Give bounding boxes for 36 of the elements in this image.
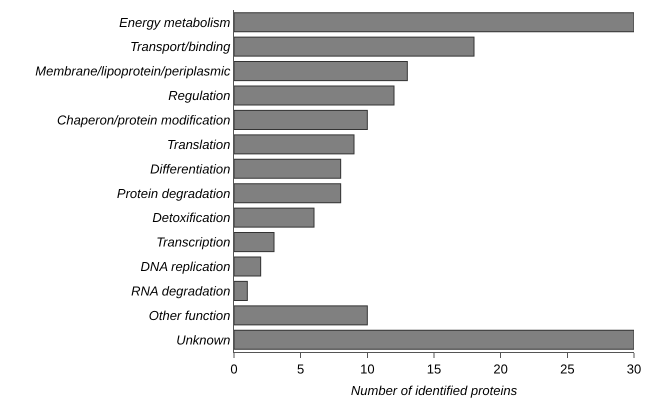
y-tick-label: Other function <box>148 308 230 323</box>
x-tick-label: 20 <box>493 362 508 377</box>
x-tick-label: 5 <box>297 362 304 377</box>
y-tick-label: Translation <box>167 136 230 152</box>
bar <box>234 183 342 204</box>
bar <box>234 330 634 350</box>
y-tick-label: Regulation <box>168 88 230 104</box>
bar <box>234 12 634 32</box>
bar <box>234 36 474 57</box>
bar <box>234 280 248 301</box>
x-tick-label: 0 <box>230 362 238 377</box>
y-tick-label: Membrane/lipoprotein/periplasmic <box>35 64 231 79</box>
bar <box>234 208 314 228</box>
y-tick-label: Protein degradation <box>116 186 230 201</box>
x-axis-title: Number of identified proteins <box>350 383 518 398</box>
y-tick-label: DNA replication <box>140 259 230 274</box>
y-tick-label: Detoxification <box>152 210 230 226</box>
y-tick-label: RNA degradation <box>131 283 230 298</box>
bar <box>234 305 368 326</box>
x-tick-label: 15 <box>426 362 442 377</box>
x-tick-label: 30 <box>626 362 642 377</box>
bar <box>234 256 262 277</box>
y-tick-label: Differentiation <box>150 161 230 176</box>
x-tick-label: 10 <box>360 362 375 377</box>
y-tick-label: Transcription <box>156 234 230 250</box>
y-tick-label: Chaperon/protein modification <box>56 112 230 128</box>
x-tick-label: 25 <box>560 362 575 377</box>
bar <box>234 134 354 154</box>
bar <box>234 232 274 252</box>
bar <box>234 85 394 106</box>
bar <box>234 61 408 82</box>
bar <box>234 110 368 130</box>
y-tick-label: Unknown <box>176 332 230 348</box>
y-tick-label: Energy metabolism <box>119 14 231 30</box>
bar <box>234 158 342 179</box>
y-tick-label: Transport/binding <box>130 39 232 54</box>
